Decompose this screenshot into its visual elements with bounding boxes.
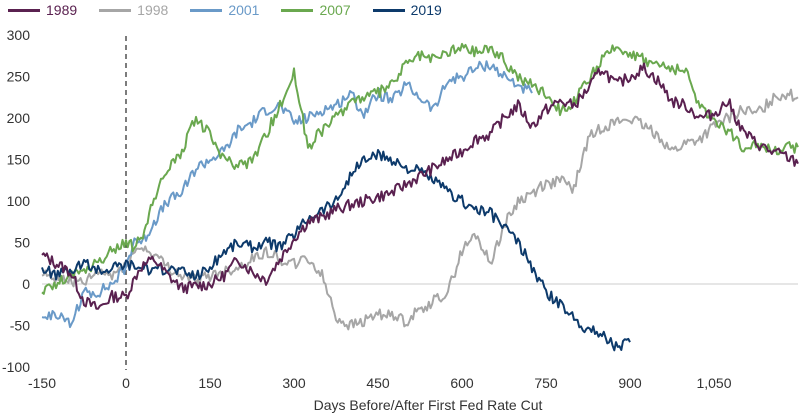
series-line-1989 [41,62,799,310]
x-tick-label: 1,050 [696,375,731,391]
legend-swatch [8,8,40,12]
y-tick-label: 0 [22,276,30,292]
legend-label: 1989 [46,2,78,18]
x-tick-label: 450 [366,375,390,391]
legend-item-2001: 2001 [190,2,259,18]
legend-label: 1998 [137,2,169,18]
series-line-2007 [41,42,799,295]
x-tick-label: 600 [450,375,474,391]
x-axis-ticks: -150 0 150 300 450 600 750 900 1,050 [28,375,732,391]
x-tick-label: 750 [534,375,558,391]
legend-swatch [372,8,405,12]
y-tick-label: -100 [2,359,30,375]
legend-label: 2001 [228,2,260,18]
y-tick-label: 200 [7,110,31,126]
legend-swatch [99,8,132,12]
series-lines [41,42,799,352]
x-tick-label: -150 [28,375,56,391]
series-line-2019 [41,149,631,352]
legend-label: 2007 [319,2,351,18]
y-tick-label: 100 [7,193,31,209]
legend-swatch [281,8,314,12]
y-tick-label: 250 [7,69,31,85]
series-line-1998 [41,88,799,331]
y-tick-label: 300 [7,27,31,43]
y-axis-ticks: 300 250 200 150 100 50 0 -50 -100 [2,27,30,375]
legend-swatch [190,8,223,12]
legend-item-2007: 2007 [281,2,351,18]
x-tick-label: 300 [282,375,306,391]
x-tick-label: 900 [618,375,642,391]
y-tick-label: 150 [7,152,31,168]
x-axis-label: Days Before/After First Fed Rate Cut [314,397,543,413]
y-tick-label: 50 [14,235,30,251]
legend-label: 2019 [410,2,442,18]
legend: 1989 1998 2001 2007 2019 [8,2,464,18]
x-tick-label: 150 [198,375,222,391]
legend-item-1998: 1998 [99,2,168,18]
y-tick-label: -50 [10,318,30,334]
series-line-2001 [41,60,533,329]
legend-item-1989: 1989 [8,2,77,18]
legend-item-2019: 2019 [372,2,442,18]
x-tick-label: 0 [122,375,130,391]
